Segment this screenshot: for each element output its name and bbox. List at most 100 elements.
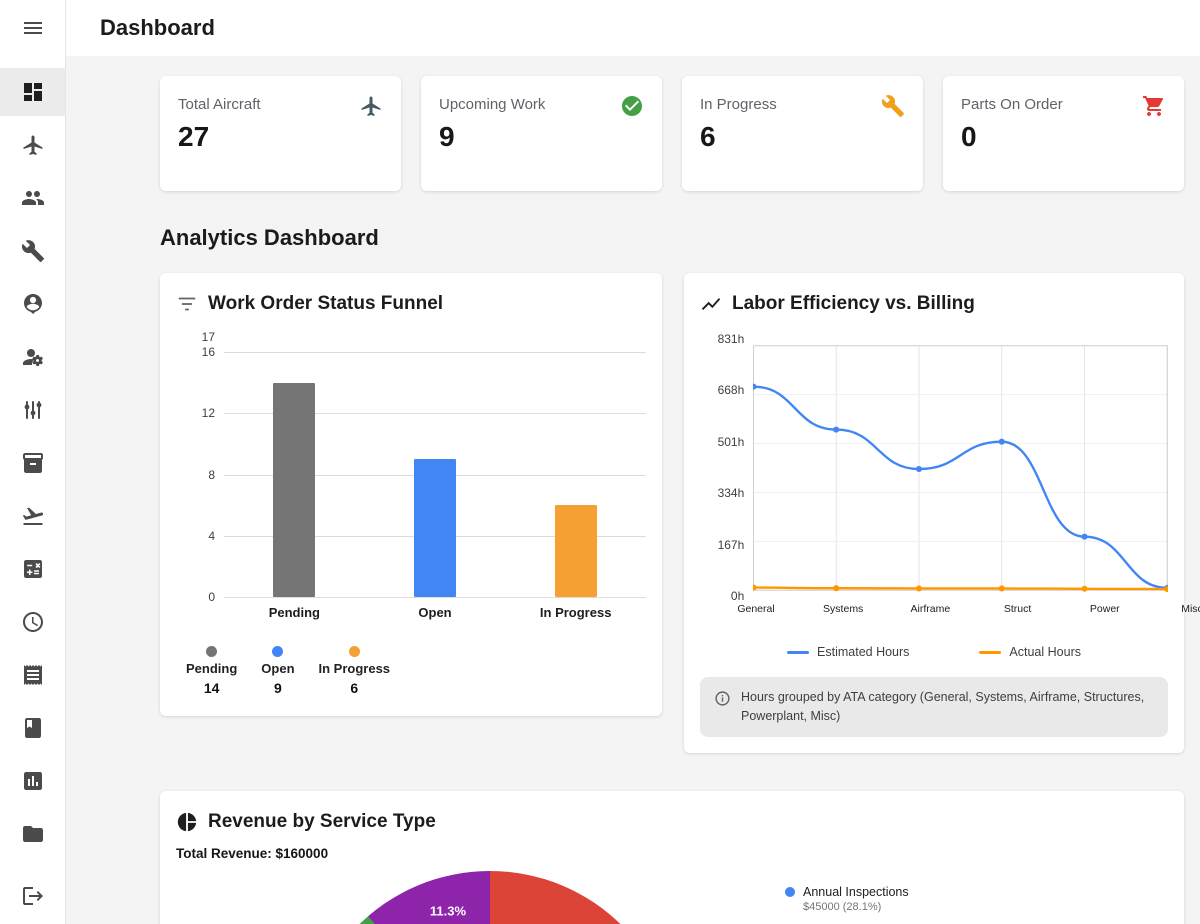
- funnel-ytick: 16: [201, 345, 215, 360]
- stat-label: Total Aircraft: [178, 96, 261, 113]
- stat-value: 9: [439, 121, 455, 152]
- sidebar-item-flights[interactable]: [0, 492, 65, 540]
- revenue-legend-item[interactable]: Annual Inspections $45000 (28.1%): [785, 885, 909, 913]
- labor-y-axis: 831h 668h 501h 334h 167h 0h: [700, 332, 753, 603]
- sidebar-item-dashboard[interactable]: [0, 68, 65, 116]
- gridline: [224, 352, 646, 354]
- cart-icon: [1143, 96, 1163, 116]
- sidebar-item-tune[interactable]: [0, 386, 65, 434]
- logout-icon: [22, 887, 43, 905]
- funnel-y-axis: 17 16 12 8 4 0: [176, 330, 224, 604]
- person-pin-icon: [23, 294, 42, 314]
- tune-icon: [24, 401, 41, 419]
- funnel-plot: [224, 337, 646, 598]
- clock-icon: [22, 612, 43, 632]
- labor-legend-item[interactable]: Actual Hours: [979, 645, 1081, 659]
- sidebar-item-aircraft[interactable]: [0, 121, 65, 169]
- stat-card-upcoming-work: Upcoming Work 9: [421, 76, 662, 191]
- funnel-ytick: 17: [201, 330, 215, 344]
- labor-xtick: Misc: [1181, 603, 1200, 615]
- revenue-legend: Annual Inspections$45000 (28.1%) Engine R…: [785, 885, 909, 924]
- manage-accounts-icon: [22, 349, 43, 367]
- legend-label: Estimated Hours: [817, 645, 910, 659]
- labor-ytick: 668h: [717, 383, 745, 398]
- inventory-icon: [22, 453, 43, 473]
- funnel-legend-item[interactable]: Open 9: [261, 646, 295, 696]
- bar-pending: [273, 382, 316, 597]
- labor-xtick: Power: [1089, 603, 1120, 615]
- funnel-ytick: 4: [208, 528, 215, 543]
- labor-xtick: General: [737, 603, 775, 615]
- revenue-pie-wrap: Annual Inspections$45000 (28.1%) Engine R…: [176, 870, 1168, 924]
- sidebar-item-invoices[interactable]: [0, 651, 65, 699]
- people-icon: [21, 191, 44, 205]
- stat-label: Parts On Order: [961, 96, 1063, 113]
- sidebar-item-schedule[interactable]: [0, 598, 65, 646]
- bar-chart-icon: [23, 772, 42, 790]
- funnel-legend-item[interactable]: Pending 14: [186, 646, 237, 696]
- labor-legend: Estimated Hours Actual Hours: [700, 645, 1168, 659]
- work-order-funnel-card: Work Order Status Funnel 17 16 12 8 4 0 Pendi…: [160, 273, 662, 716]
- stat-card-in-progress: In Progress 6: [682, 76, 923, 191]
- stat-label: In Progress: [700, 96, 777, 113]
- main-content: Total Aircraft 27 Upcoming Work 9 In Pro…: [66, 56, 1200, 924]
- funnel-x-labels: Pending Open In Progress: [224, 605, 646, 620]
- labor-card-title: Labor Efficiency vs. Billing: [732, 293, 975, 314]
- legend-label: Engine Repair: [803, 923, 882, 924]
- legend-value: 9: [274, 680, 282, 696]
- chart-note-text: Hours grouped by ATA category (General, …: [741, 690, 1145, 723]
- labor-ytick: 334h: [717, 486, 745, 501]
- labor-ytick: 0h: [730, 589, 745, 603]
- sidebar-item-logs[interactable]: [0, 704, 65, 752]
- funnel-legend: Pending 14 Open 9 In Progress 6: [186, 646, 646, 696]
- bar-column: [505, 337, 646, 597]
- sidebar-item-technicians[interactable]: [0, 333, 65, 381]
- labor-legend-item[interactable]: Estimated Hours: [787, 645, 909, 659]
- labor-chart-svg: [753, 345, 1168, 593]
- gridline: [224, 597, 646, 598]
- pie-chart-icon: [177, 812, 197, 831]
- labor-xtick: Struct: [1003, 603, 1032, 615]
- stat-value: 0: [961, 121, 977, 152]
- funnel-x-label: Pending: [268, 605, 320, 620]
- stat-value: 6: [700, 121, 716, 152]
- bar-column: [224, 337, 365, 597]
- filter-funnel-icon: [178, 297, 196, 311]
- sidebar-item-accounting[interactable]: [0, 545, 65, 593]
- trending-up-icon: [701, 298, 721, 310]
- sidebar-item-person-pin[interactable]: [0, 280, 65, 328]
- sidebar-item-analytics[interactable]: [0, 757, 65, 805]
- legend-label: Open: [261, 661, 295, 676]
- labor-efficiency-card: Labor Efficiency vs. Billing 831h 668h 501…: [684, 273, 1200, 753]
- legend-label: In Progress: [318, 661, 391, 676]
- labor-ytick: 831h: [717, 332, 745, 346]
- funnel-legend-item[interactable]: In Progress 6: [318, 646, 391, 696]
- receipt-icon: [23, 665, 42, 685]
- legend-dot: [272, 646, 284, 657]
- labor-xtick: Systems: [823, 603, 864, 615]
- legend-label: Pending: [186, 661, 238, 676]
- labor-x-axis: General Systems Airframe Struct Power Misc: [737, 603, 1200, 619]
- labor-ytick: 501h: [717, 434, 745, 449]
- sidebar-item-work-orders[interactable]: [0, 227, 65, 275]
- charts-row: Work Order Status Funnel 17 16 12 8 4 0 Pendi…: [160, 273, 1200, 753]
- sidebar-item-inventory[interactable]: [0, 439, 65, 487]
- stats-row: Total Aircraft 27 Upcoming Work 9 In Pro…: [160, 76, 1184, 191]
- sidebar-item-files[interactable]: [0, 810, 65, 858]
- legend-label: Annual Inspections: [803, 884, 909, 899]
- revenue-legend-item[interactable]: Engine Repair: [785, 923, 909, 924]
- sidebar-item-logout[interactable]: [0, 872, 65, 920]
- check-circle-icon: [622, 96, 642, 116]
- stat-card-parts-on-order: Parts On Order 0: [943, 76, 1184, 191]
- menu-icon[interactable]: [0, 0, 65, 56]
- labor-xtick: Airframe: [910, 603, 951, 615]
- funnel-ytick: 12: [201, 406, 215, 421]
- sidebar-item-people[interactable]: [0, 174, 65, 222]
- bar-open: [414, 459, 456, 597]
- labor-plot-row: 831h 668h 501h 334h 167h 0h: [700, 332, 1168, 603]
- funnel-x-label: Open: [418, 605, 452, 620]
- sidebar: [0, 0, 66, 924]
- stat-value: 27: [178, 121, 210, 152]
- section-title: Analytics Dashboard: [160, 225, 379, 250]
- chart-note: Hours grouped by ATA category (General, …: [700, 677, 1168, 737]
